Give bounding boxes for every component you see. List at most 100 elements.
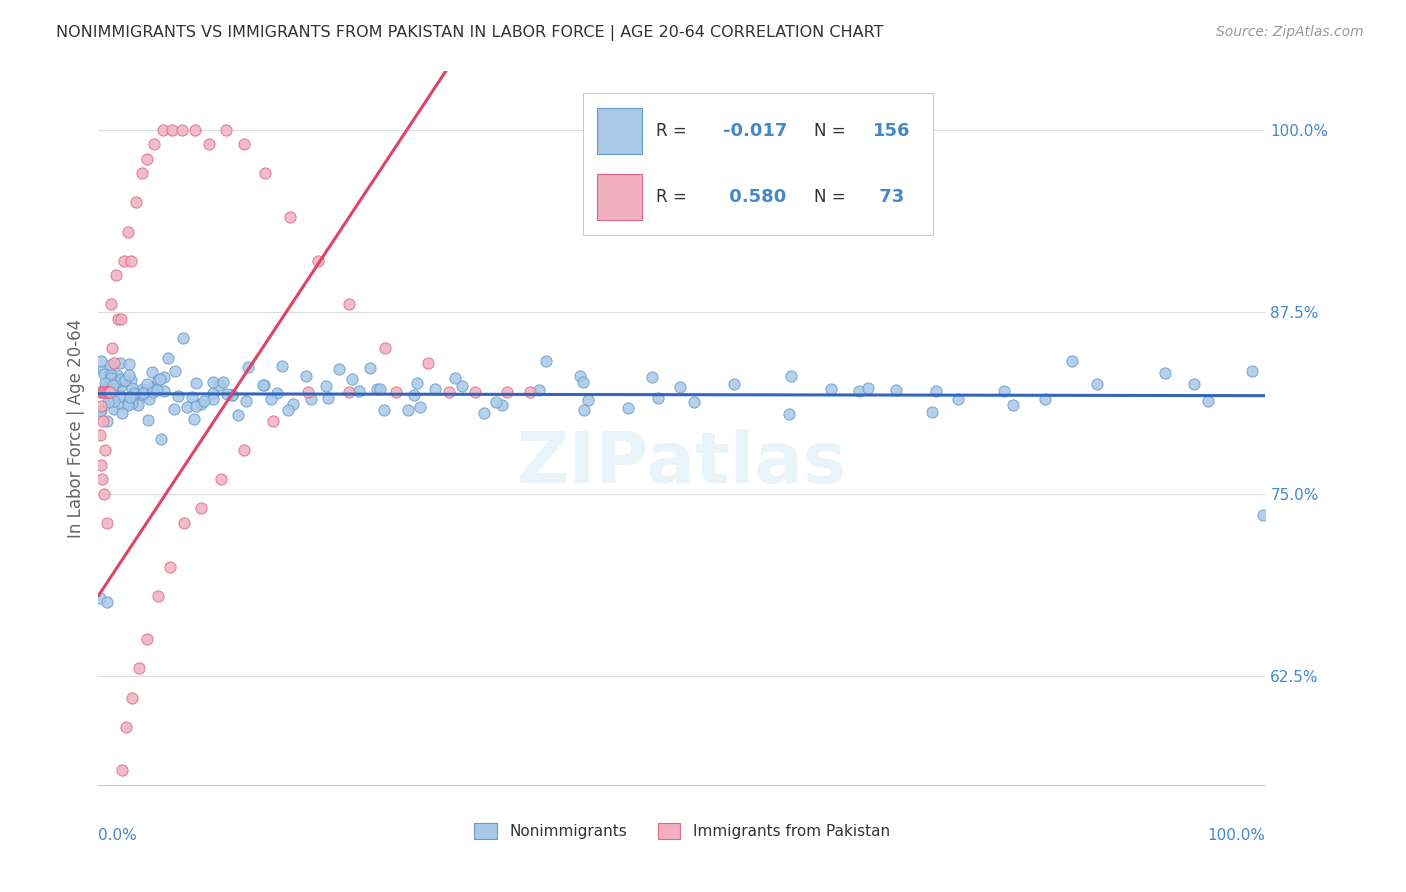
Point bbox=[117, 398, 139, 412]
Point bbox=[97, 384, 120, 399]
Point bbox=[299, 392, 322, 407]
Point bbox=[190, 501, 212, 516]
Point bbox=[295, 368, 318, 383]
Point bbox=[100, 395, 122, 409]
Point bbox=[238, 359, 260, 374]
Point bbox=[183, 412, 205, 426]
Point bbox=[496, 384, 519, 399]
Point bbox=[89, 428, 111, 442]
Point bbox=[444, 371, 467, 385]
Point bbox=[921, 405, 943, 419]
Point bbox=[281, 397, 304, 411]
Point bbox=[536, 354, 558, 368]
Point bbox=[90, 402, 112, 417]
Point bbox=[97, 395, 120, 409]
Point bbox=[176, 400, 198, 414]
Point bbox=[820, 382, 842, 396]
Point bbox=[221, 388, 243, 402]
Point bbox=[96, 384, 118, 399]
Point bbox=[683, 395, 706, 409]
Text: 0.0%: 0.0% bbox=[98, 828, 138, 843]
Point bbox=[1062, 353, 1084, 368]
Point bbox=[143, 137, 166, 152]
Point bbox=[103, 402, 125, 417]
Point bbox=[132, 385, 155, 400]
Point bbox=[1087, 377, 1109, 392]
Point bbox=[235, 394, 257, 409]
Point bbox=[318, 391, 340, 405]
Point bbox=[118, 390, 141, 404]
Point bbox=[252, 378, 274, 392]
Point bbox=[142, 381, 165, 395]
Point bbox=[925, 384, 948, 398]
Point bbox=[110, 378, 132, 392]
Point bbox=[153, 384, 176, 398]
Point bbox=[198, 137, 221, 152]
Point bbox=[117, 396, 139, 410]
Point bbox=[404, 388, 426, 402]
Point bbox=[848, 384, 870, 398]
Point bbox=[209, 472, 232, 486]
Point bbox=[328, 361, 350, 376]
Point bbox=[96, 595, 118, 609]
Point bbox=[233, 137, 256, 152]
Point bbox=[93, 367, 115, 381]
Point bbox=[190, 397, 212, 411]
Point bbox=[214, 122, 236, 136]
Point bbox=[136, 413, 159, 427]
Point bbox=[89, 404, 111, 418]
Point bbox=[93, 486, 115, 500]
Point bbox=[359, 361, 381, 376]
Point bbox=[571, 375, 593, 389]
Point bbox=[254, 166, 277, 180]
Point bbox=[136, 632, 159, 647]
Point bbox=[101, 384, 124, 399]
Point bbox=[647, 391, 669, 405]
Point bbox=[297, 384, 319, 399]
Point bbox=[128, 661, 150, 675]
Point bbox=[778, 407, 800, 421]
Point bbox=[519, 384, 541, 399]
Point bbox=[396, 403, 419, 417]
Point bbox=[121, 396, 143, 410]
Point bbox=[118, 357, 141, 371]
Point bbox=[723, 376, 745, 391]
Point bbox=[425, 382, 447, 396]
Point bbox=[201, 392, 224, 406]
Point bbox=[193, 393, 215, 408]
Point bbox=[173, 516, 195, 530]
Point bbox=[121, 381, 143, 395]
Point bbox=[221, 388, 243, 402]
Point bbox=[884, 383, 907, 397]
Point bbox=[105, 822, 128, 836]
Point bbox=[527, 383, 550, 397]
Point bbox=[94, 380, 117, 394]
Point bbox=[142, 384, 165, 399]
Point bbox=[1240, 364, 1263, 378]
Point bbox=[202, 385, 225, 400]
Point bbox=[437, 384, 460, 399]
Point bbox=[122, 388, 145, 402]
Point bbox=[152, 122, 174, 136]
Text: 100.0%: 100.0% bbox=[1208, 828, 1265, 843]
Point bbox=[260, 392, 283, 406]
Point bbox=[110, 312, 132, 326]
Point bbox=[101, 378, 124, 392]
Point bbox=[451, 379, 474, 393]
Point bbox=[89, 384, 111, 399]
Point bbox=[485, 395, 508, 409]
Point bbox=[150, 432, 173, 446]
Point bbox=[1035, 392, 1057, 406]
Point bbox=[97, 380, 120, 394]
Point bbox=[94, 442, 117, 457]
Point bbox=[112, 253, 135, 268]
Point bbox=[368, 382, 391, 396]
Point bbox=[233, 442, 256, 457]
Point bbox=[948, 392, 970, 406]
Point bbox=[374, 341, 396, 355]
Point bbox=[159, 559, 181, 574]
Point bbox=[132, 388, 155, 402]
Point bbox=[166, 389, 188, 403]
Point bbox=[146, 589, 169, 603]
Point bbox=[184, 376, 207, 390]
